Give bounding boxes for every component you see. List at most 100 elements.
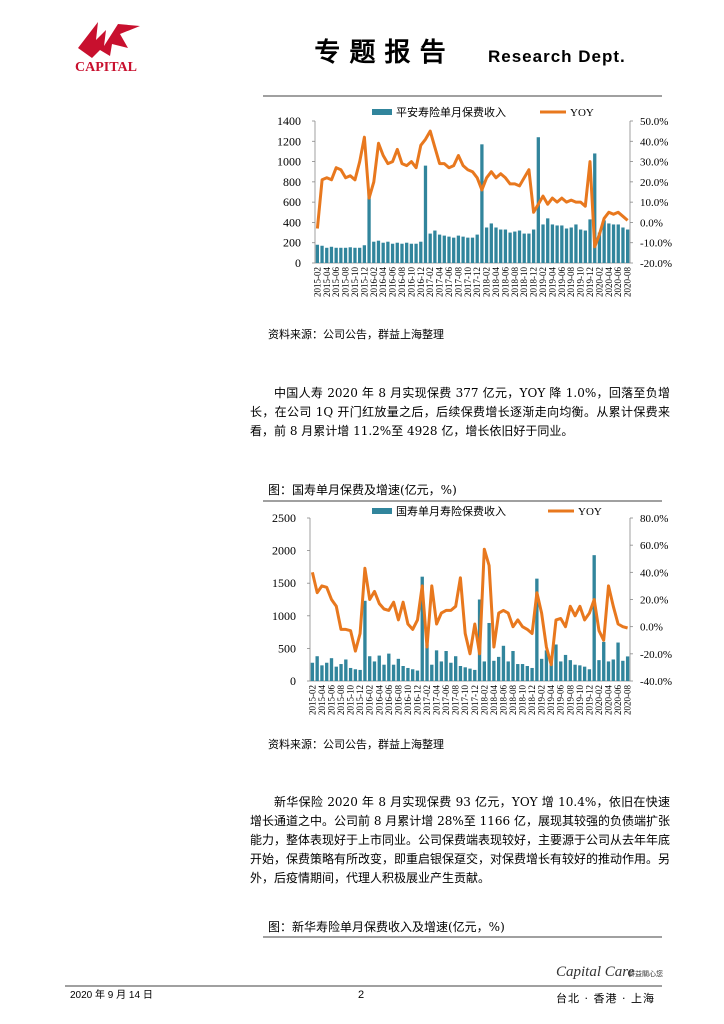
legend-label: 国寿单月寿险保费收入	[396, 504, 506, 518]
x-tick-label: 2018-02	[482, 267, 492, 297]
x-tick-label: 2019-02	[538, 267, 548, 297]
figure-caption: 图：新华寿险单月保费收入及增速(亿元，%)	[268, 920, 505, 934]
bar	[568, 660, 572, 681]
bar	[602, 220, 606, 263]
x-tick-label: 2018-08	[508, 685, 518, 715]
bar	[391, 664, 396, 681]
bar	[409, 243, 414, 263]
x-tick-label: 2015-02	[312, 267, 322, 297]
bar	[411, 669, 415, 681]
x-tick-label: 2015-04	[322, 267, 332, 297]
y-tick-label: 2000	[272, 544, 296, 558]
x-tick-label: 2015-04	[317, 685, 327, 715]
logo-text: CAPITAL	[75, 60, 137, 75]
bar	[339, 664, 343, 681]
x-tick-label: 2018-10	[519, 267, 529, 297]
bar	[449, 662, 453, 681]
bar	[343, 247, 348, 263]
x-tick-label: 2017-04	[435, 267, 445, 297]
bar	[484, 227, 489, 263]
bar	[353, 669, 358, 681]
x-tick-label: 2020-08	[623, 685, 633, 715]
bar	[334, 666, 338, 681]
y2-tick-label: 50.0%	[640, 116, 668, 128]
y-tick-label: 1200	[277, 134, 301, 148]
bar	[423, 165, 428, 263]
x-tick-label: 2015-10	[346, 685, 356, 715]
logo-mark	[78, 22, 140, 58]
y2-tick-label: 30.0%	[640, 157, 668, 169]
bar	[320, 665, 324, 681]
bar	[573, 664, 577, 681]
y2-tick-label: 0.0%	[640, 622, 663, 634]
bar	[447, 236, 451, 263]
bar	[592, 555, 596, 681]
bar	[377, 655, 381, 681]
x-tick-label: 2018-10	[518, 685, 528, 715]
bar	[536, 137, 540, 263]
bar	[606, 661, 611, 681]
x-tick-label: 2016-06	[384, 685, 394, 715]
bar	[482, 661, 486, 681]
bar	[522, 233, 526, 263]
bar	[400, 243, 404, 263]
bar	[344, 659, 348, 681]
bar	[368, 656, 372, 681]
bar	[517, 230, 522, 263]
bar	[555, 225, 559, 263]
x-tick-label: 2019-10	[576, 267, 586, 297]
x-tick-label: 2015-02	[307, 685, 317, 715]
bar	[487, 622, 491, 681]
legend-swatch	[372, 109, 392, 115]
x-tick-label: 2020-04	[604, 267, 614, 297]
bar	[414, 243, 418, 263]
y2-tick-label: 60.0%	[640, 540, 668, 552]
bar	[480, 144, 484, 263]
bar	[473, 669, 477, 681]
bar	[583, 230, 587, 263]
x-tick-label: 2017-10	[460, 685, 470, 715]
dept-title: Research Dept.	[488, 47, 626, 66]
x-tick-label: 2019-12	[584, 685, 594, 715]
bar	[525, 666, 529, 681]
bar	[415, 670, 420, 681]
bar	[315, 244, 319, 263]
x-tick-label: 2018-04	[491, 267, 501, 297]
bar	[320, 245, 324, 263]
x-tick-label: 2017-06	[444, 267, 454, 297]
y-tick-label: 500	[278, 641, 296, 655]
x-tick-label: 2017-02	[425, 267, 435, 297]
bar	[559, 661, 563, 681]
bar	[611, 224, 616, 263]
x-tick-label: 2016-12	[416, 267, 426, 297]
x-tick-label: 2016-04	[374, 685, 384, 715]
x-tick-label: 2016-08	[397, 267, 407, 297]
x-tick-label: 2018-06	[498, 685, 508, 715]
bar	[428, 233, 432, 263]
bar	[535, 578, 539, 681]
bar	[564, 228, 569, 263]
bar	[489, 223, 493, 263]
bar	[560, 225, 564, 263]
y-tick-label: 400	[283, 215, 301, 229]
bar	[520, 664, 525, 681]
bar	[363, 600, 367, 681]
x-tick-label: 2017-12	[472, 267, 482, 297]
bar	[501, 645, 506, 681]
bar	[626, 229, 630, 263]
x-tick-label: 2020-04	[604, 685, 614, 715]
y-tick-label: 1000	[277, 155, 301, 169]
bar	[430, 664, 434, 681]
x-tick-label: 2015-12	[359, 267, 369, 297]
bar	[362, 245, 367, 263]
x-tick-label: 2016-12	[412, 685, 422, 715]
x-tick-label: 2018-12	[529, 267, 539, 297]
bar	[602, 641, 606, 681]
bar	[442, 235, 446, 263]
bar	[405, 242, 409, 263]
bar	[395, 242, 399, 263]
footer-date: 2020 年 9 月 14 日	[70, 988, 153, 1001]
y-tick-label: 1500	[272, 576, 296, 590]
bar	[463, 667, 467, 681]
